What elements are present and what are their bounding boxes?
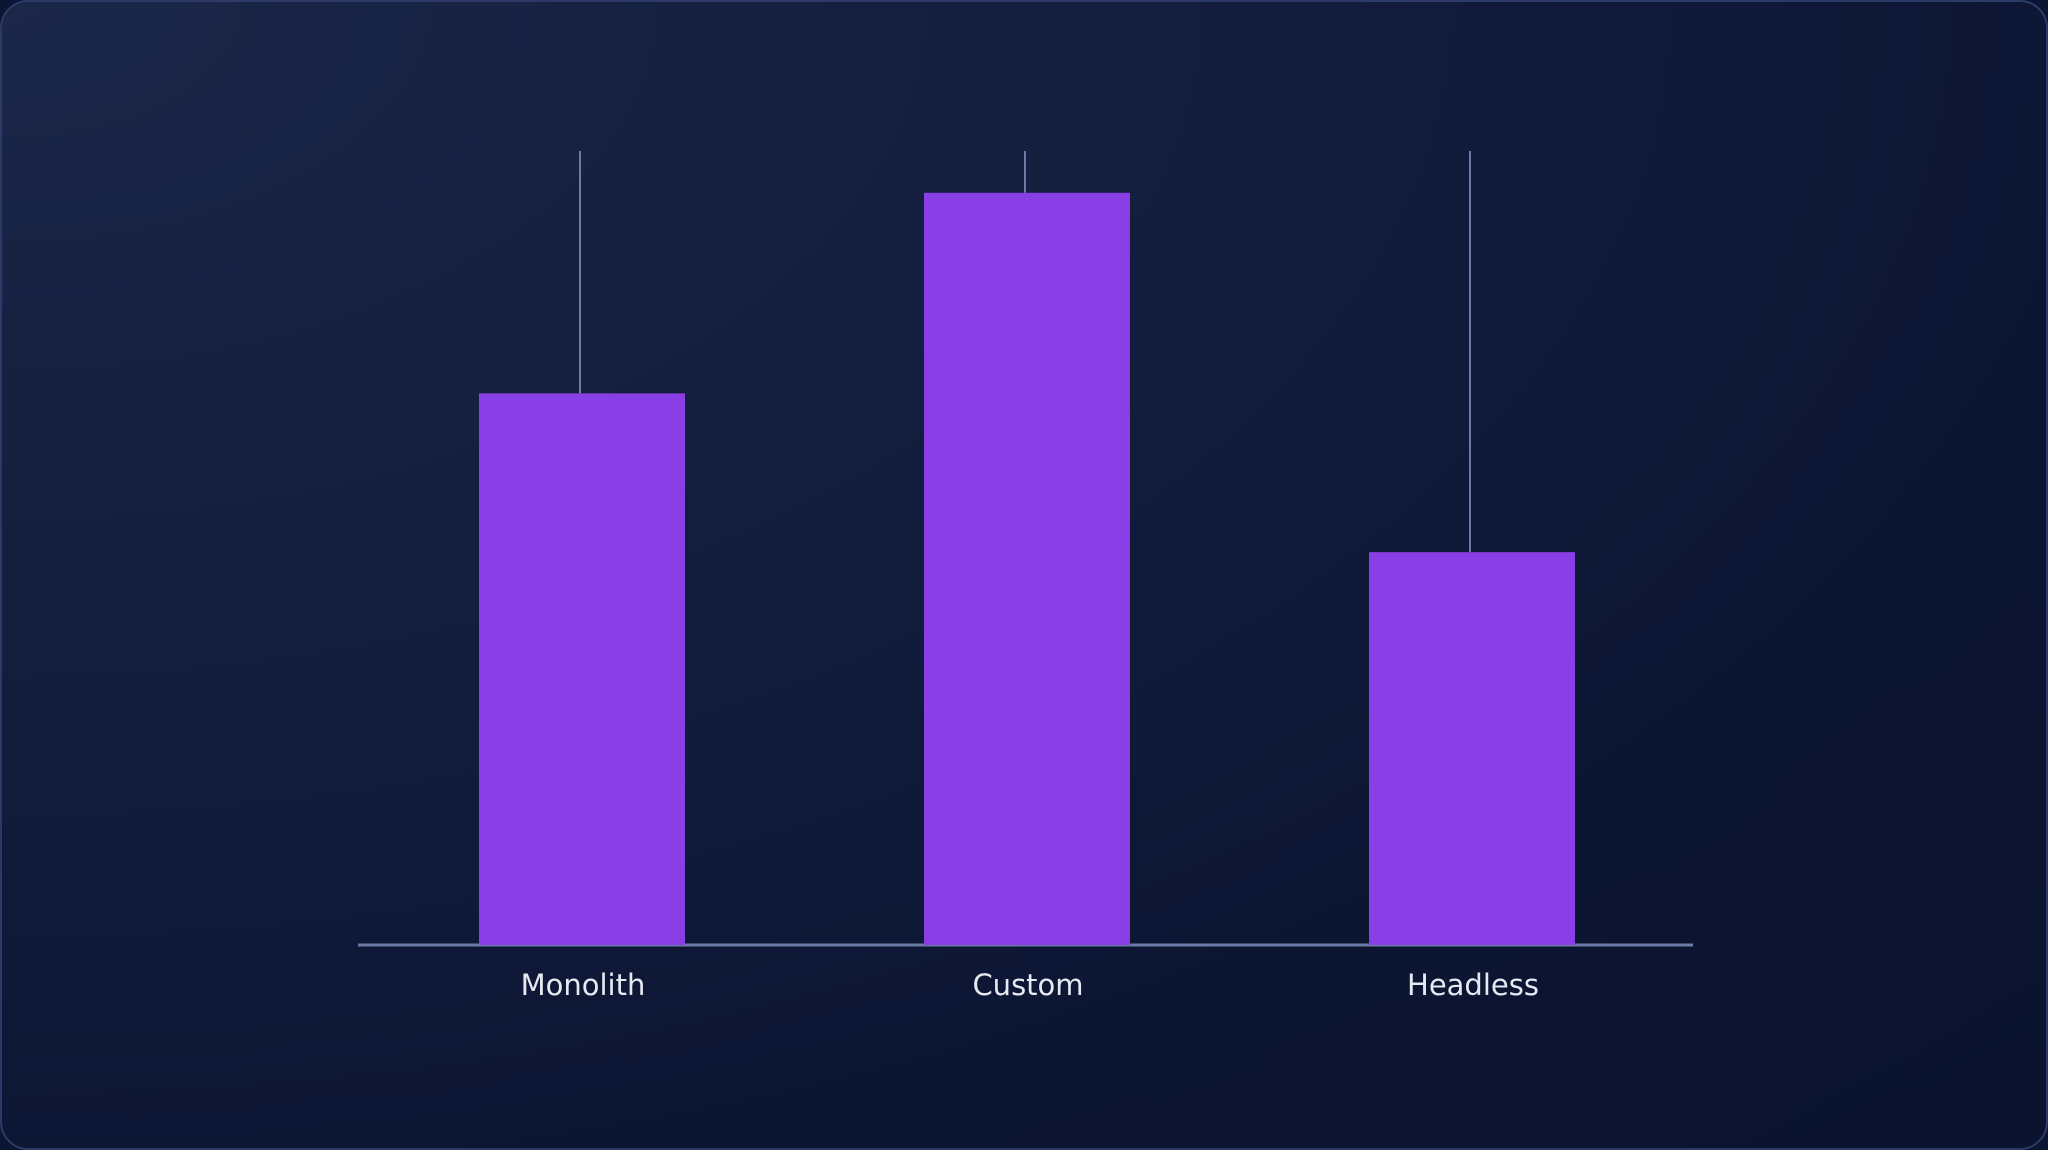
bar-monolith [479,393,685,946]
error-whiskers [579,151,1471,553]
bar-custom [924,192,1130,945]
bars [479,192,1575,946]
x-tick-label-custom: Custom [972,968,1083,1002]
x-tick-label-monolith: Monolith [521,968,646,1002]
x-tick-label-headless: Headless [1407,968,1539,1002]
bar-headless [1369,552,1575,945]
x-tick-labels: Monolith Custom Headless [521,968,1539,1002]
